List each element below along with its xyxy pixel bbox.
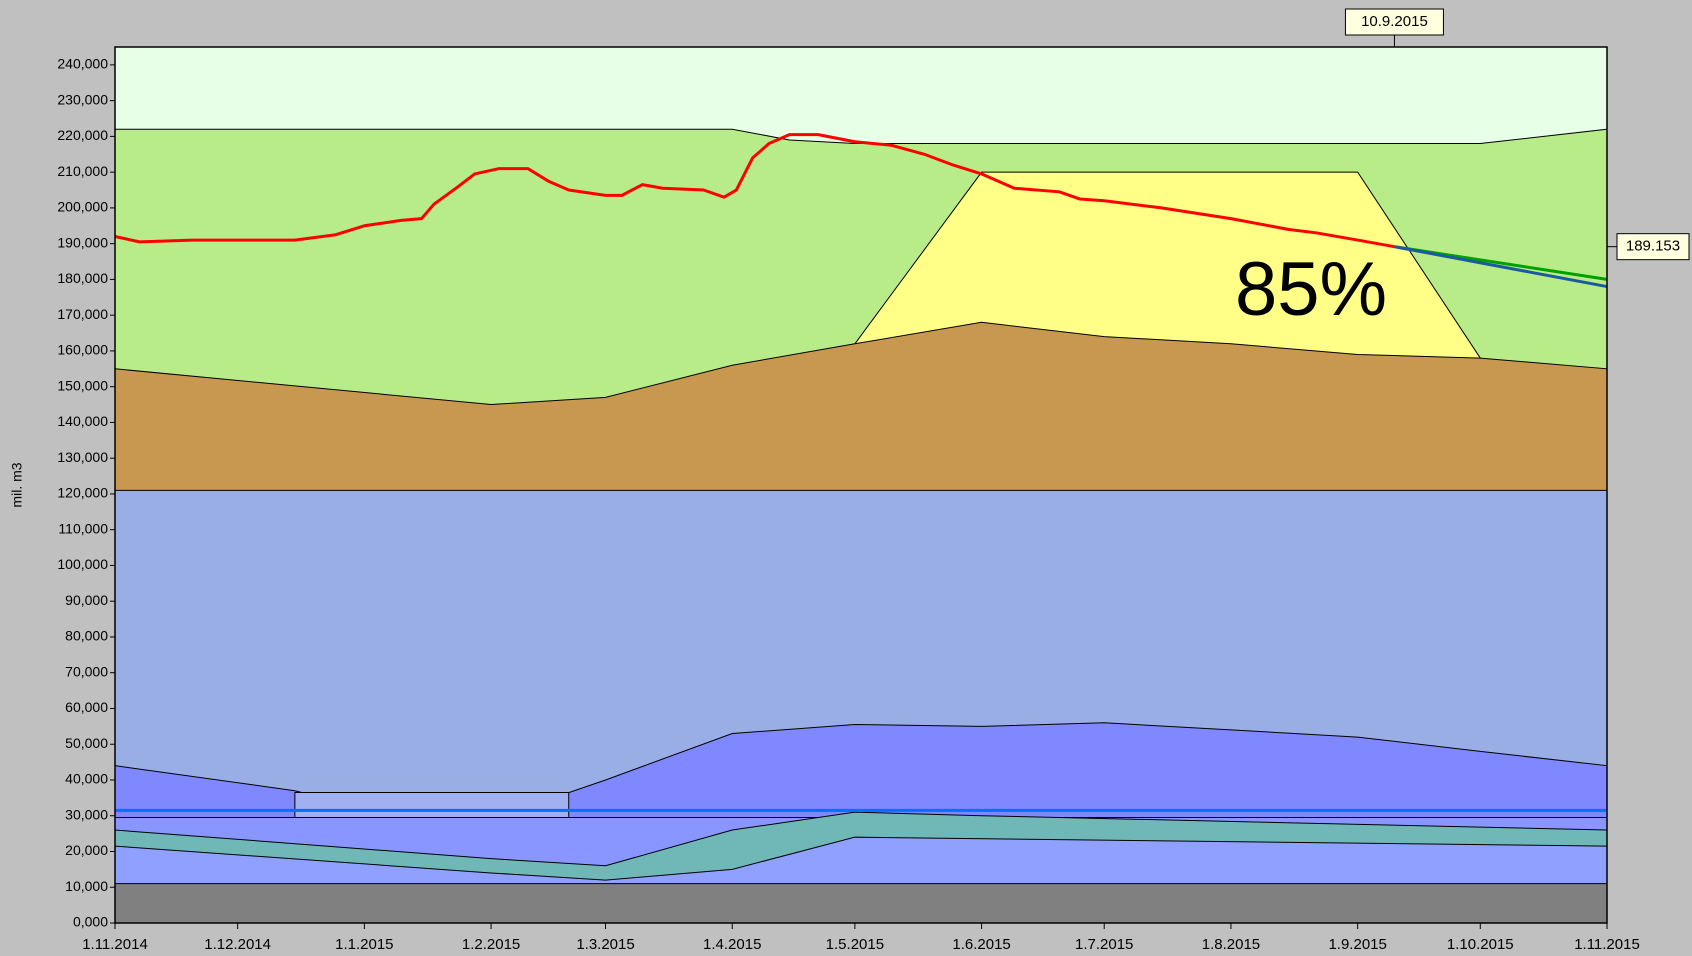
y-tick-label: 100,000: [57, 556, 108, 572]
x-tick-label: 1.5.2015: [826, 936, 884, 953]
y-tick-label: 40,000: [65, 771, 108, 787]
y-tick-label: 60,000: [65, 699, 108, 715]
y-tick-label: 0,000: [73, 914, 108, 930]
y-tick-label: 80,000: [65, 628, 108, 644]
y-tick-label: 50,000: [65, 735, 108, 751]
x-tick-label: 1.1.2015: [335, 936, 393, 953]
zone-area: [114, 883, 1608, 924]
y-tick-label: 110,000: [58, 520, 108, 536]
cursor-date-box: [1344, 8, 1444, 36]
x-tick-label: 1.10.2015: [1447, 936, 1514, 953]
y-tick-label: 210,000: [57, 163, 108, 179]
y-tick-label: 180,000: [57, 270, 108, 286]
x-tick-label: 1.4.2015: [703, 936, 761, 953]
y-tick-label: 190,000: [57, 234, 108, 250]
y-tick-label: 220,000: [57, 127, 108, 143]
y-tick-label: 70,000: [65, 663, 108, 679]
y-tick-label: 150,000: [57, 377, 108, 393]
x-tick-label: 1.3.2015: [576, 936, 634, 953]
cursor-value-box: [1616, 233, 1690, 261]
storage-line: [114, 133, 1395, 249]
x-tick-label: 1.8.2015: [1202, 936, 1260, 953]
x-tick-label: 1.11.2015: [1574, 936, 1640, 953]
y-tick-label: 20,000: [65, 842, 108, 858]
y-tick-label: 130,000: [57, 449, 108, 465]
annotation: 85%: [1235, 247, 1387, 332]
y-tick-label: 90,000: [65, 592, 108, 608]
storage-line: [1394, 245, 1608, 289]
y-tick-label: 230,000: [57, 91, 108, 107]
cursor-value: 189.153: [1626, 238, 1680, 255]
y-tick-label: 170,000: [57, 306, 108, 322]
y-tick-label: 120,000: [57, 485, 108, 501]
y-axis-label: mil. m3: [9, 462, 25, 507]
x-tick-label: 1.9.2015: [1328, 936, 1386, 953]
y-tick-label: 140,000: [57, 413, 108, 429]
x-tick-label: 1.11.2014: [82, 936, 148, 953]
x-tick-label: 1.12.2014: [204, 936, 271, 953]
plot-frame: [114, 46, 1608, 924]
y-tick-label: 240,000: [57, 56, 108, 72]
y-tick-label: 10,000: [65, 878, 108, 894]
y-tick-label: 160,000: [57, 342, 108, 358]
y-tick-label: 200,000: [57, 199, 108, 215]
cursor-date: 10.9.2015: [1361, 13, 1428, 30]
x-tick-label: 1.7.2015: [1075, 936, 1133, 953]
x-tick-label: 1.6.2015: [952, 936, 1010, 953]
x-tick-label: 1.2.2015: [462, 936, 520, 953]
y-tick-label: 30,000: [65, 806, 108, 822]
